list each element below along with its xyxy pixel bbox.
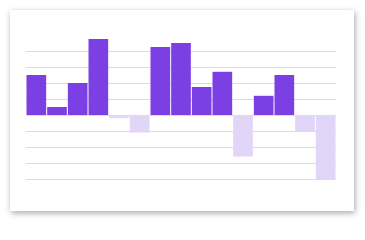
bar <box>109 115 129 119</box>
bar <box>212 71 233 115</box>
bar <box>274 75 295 115</box>
bar <box>315 115 336 179</box>
bar <box>67 83 88 115</box>
bar <box>88 39 109 115</box>
bar <box>26 75 47 115</box>
chart <box>26 39 336 180</box>
bar <box>47 107 67 115</box>
bar <box>253 95 274 115</box>
page: (() => { const data = JSON.parse(documen… <box>26 39 336 180</box>
bar <box>150 47 171 115</box>
bar <box>233 115 253 157</box>
bar <box>191 87 212 115</box>
bar <box>171 43 191 115</box>
bar <box>295 115 315 131</box>
bar <box>129 115 150 133</box>
